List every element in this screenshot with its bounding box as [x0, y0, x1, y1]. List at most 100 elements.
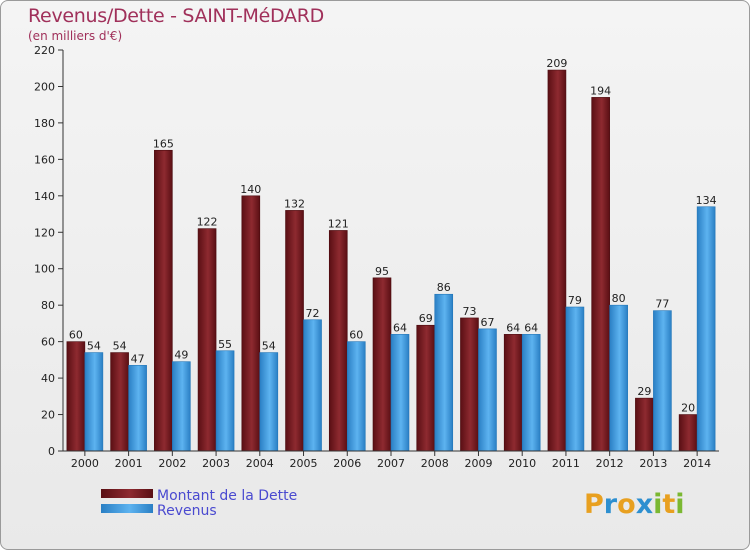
bar-revenus	[521, 334, 541, 452]
data-label-dette: 54	[113, 340, 127, 353]
x-tick-label: 2011	[552, 457, 580, 470]
data-label-revenus: 49	[174, 349, 188, 362]
x-tick-label: 2004	[246, 457, 274, 470]
bar-revenus	[259, 352, 279, 452]
bar-dette	[416, 324, 436, 452]
data-label-revenus: 64	[524, 321, 538, 334]
proxiti-logo: Proxiti	[584, 489, 685, 520]
logo-letter: i	[653, 489, 663, 520]
bar-dette	[503, 334, 523, 452]
data-label-revenus: 79	[568, 294, 582, 307]
data-label-dette: 121	[328, 217, 349, 230]
x-tick-label: 2013	[639, 457, 667, 470]
data-label-dette: 209	[546, 57, 567, 70]
bar-revenus	[478, 328, 497, 452]
y-tick-label: 60	[41, 336, 55, 349]
x-axis: 2000 2001 2002 2003 2004 2005 2006 2007 2008 2009…	[63, 450, 719, 470]
logo-letter: o	[617, 489, 636, 520]
bar-dette	[460, 317, 479, 452]
data-label-revenus: 72	[306, 307, 320, 320]
bar-revenus	[565, 306, 585, 452]
data-label-dette: 132	[284, 197, 305, 210]
y-tick-label: 40	[41, 372, 55, 385]
x-tick-label: 2008	[421, 457, 449, 470]
x-tick-label: 2010	[508, 457, 536, 470]
bar-dette	[591, 97, 610, 452]
logo-letter: i	[675, 489, 685, 520]
bar-revenus	[303, 319, 322, 452]
bar-revenus	[434, 293, 454, 452]
bar-revenus	[84, 352, 104, 452]
data-label-revenus: 67	[480, 316, 494, 329]
y-tick-label: 180	[34, 117, 55, 130]
data-label-revenus: 80	[612, 292, 626, 305]
x-tick-label: 2007	[377, 457, 405, 470]
legend-label-revenus: Revenus	[157, 503, 217, 519]
y-tick-label: 80	[41, 299, 55, 312]
data-label-revenus: 134	[696, 194, 717, 207]
data-label-dette: 194	[590, 84, 611, 97]
logo-letter: P	[584, 489, 604, 520]
data-label-revenus: 54	[262, 340, 276, 353]
bar-dette	[635, 397, 654, 452]
bar-revenus	[128, 365, 147, 452]
x-tick-label: 2012	[596, 457, 624, 470]
bar-revenus	[696, 206, 716, 452]
x-tick-label: 2002	[158, 457, 186, 470]
data-label-dette: 73	[462, 305, 476, 318]
data-label-revenus: 60	[349, 329, 363, 342]
bar-dette	[372, 277, 392, 452]
legend: Montant de la Dette Revenus	[101, 488, 297, 519]
x-tick-label: 2009	[464, 457, 492, 470]
bar-dette	[110, 352, 129, 452]
bar-revenus	[172, 361, 191, 452]
y-axis: 0 20 40 60 80 100 120 140 160 180 200 220	[34, 44, 64, 458]
y-tick-label: 20	[41, 409, 55, 422]
bar-dette	[197, 228, 217, 452]
x-tick-label: 2014	[683, 457, 711, 470]
bar-revenus	[390, 334, 410, 452]
legend-label-dette: Montant de la Dette	[157, 488, 297, 504]
data-label-dette: 29	[637, 385, 651, 398]
bar-revenus	[346, 341, 366, 452]
bar-dette	[285, 210, 304, 452]
bar-dette	[66, 341, 86, 452]
bar-dette	[154, 149, 173, 452]
data-label-dette: 165	[153, 137, 174, 150]
legend-swatch-dette	[101, 489, 153, 498]
bar-revenus	[609, 304, 628, 452]
data-label-revenus: 55	[218, 338, 232, 351]
logo-letter: x	[635, 489, 654, 520]
bars: 60 54 54 47 165 49 122 55 140 54 132 72 121 60 95 64 69 8…	[66, 57, 717, 452]
x-tick-label: 2001	[115, 457, 143, 470]
data-label-dette: 60	[69, 329, 83, 342]
y-tick-label: 100	[34, 263, 55, 276]
legend-swatch-revenus	[101, 504, 153, 513]
bar-revenus	[215, 350, 235, 452]
bar-dette	[678, 414, 698, 452]
chart-title: Revenus/Dette - SAINT-MéDARD	[28, 5, 324, 27]
data-label-revenus: 64	[393, 321, 407, 334]
data-label-dette: 20	[681, 402, 695, 415]
logo-letter: t	[662, 489, 676, 520]
y-tick-label: 0	[48, 445, 55, 458]
y-tick-label: 220	[34, 44, 55, 57]
y-tick-label: 160	[34, 153, 55, 166]
x-tick-label: 2006	[333, 457, 361, 470]
bar-dette	[547, 69, 567, 452]
y-tick-label: 120	[34, 226, 55, 239]
chart-subtitle: (en milliers d'€)	[28, 29, 123, 43]
data-label-dette: 95	[375, 265, 389, 278]
x-tick-label: 2005	[290, 457, 318, 470]
bar-revenus	[653, 310, 672, 452]
data-label-dette: 122	[197, 216, 218, 229]
y-tick-label: 140	[34, 190, 55, 203]
x-tick-label: 2003	[202, 457, 230, 470]
bar-dette	[241, 195, 261, 452]
data-label-revenus: 77	[655, 298, 669, 311]
logo-letter: r	[603, 489, 618, 520]
bar-dette	[328, 230, 348, 452]
y-tick-label: 200	[34, 80, 55, 93]
